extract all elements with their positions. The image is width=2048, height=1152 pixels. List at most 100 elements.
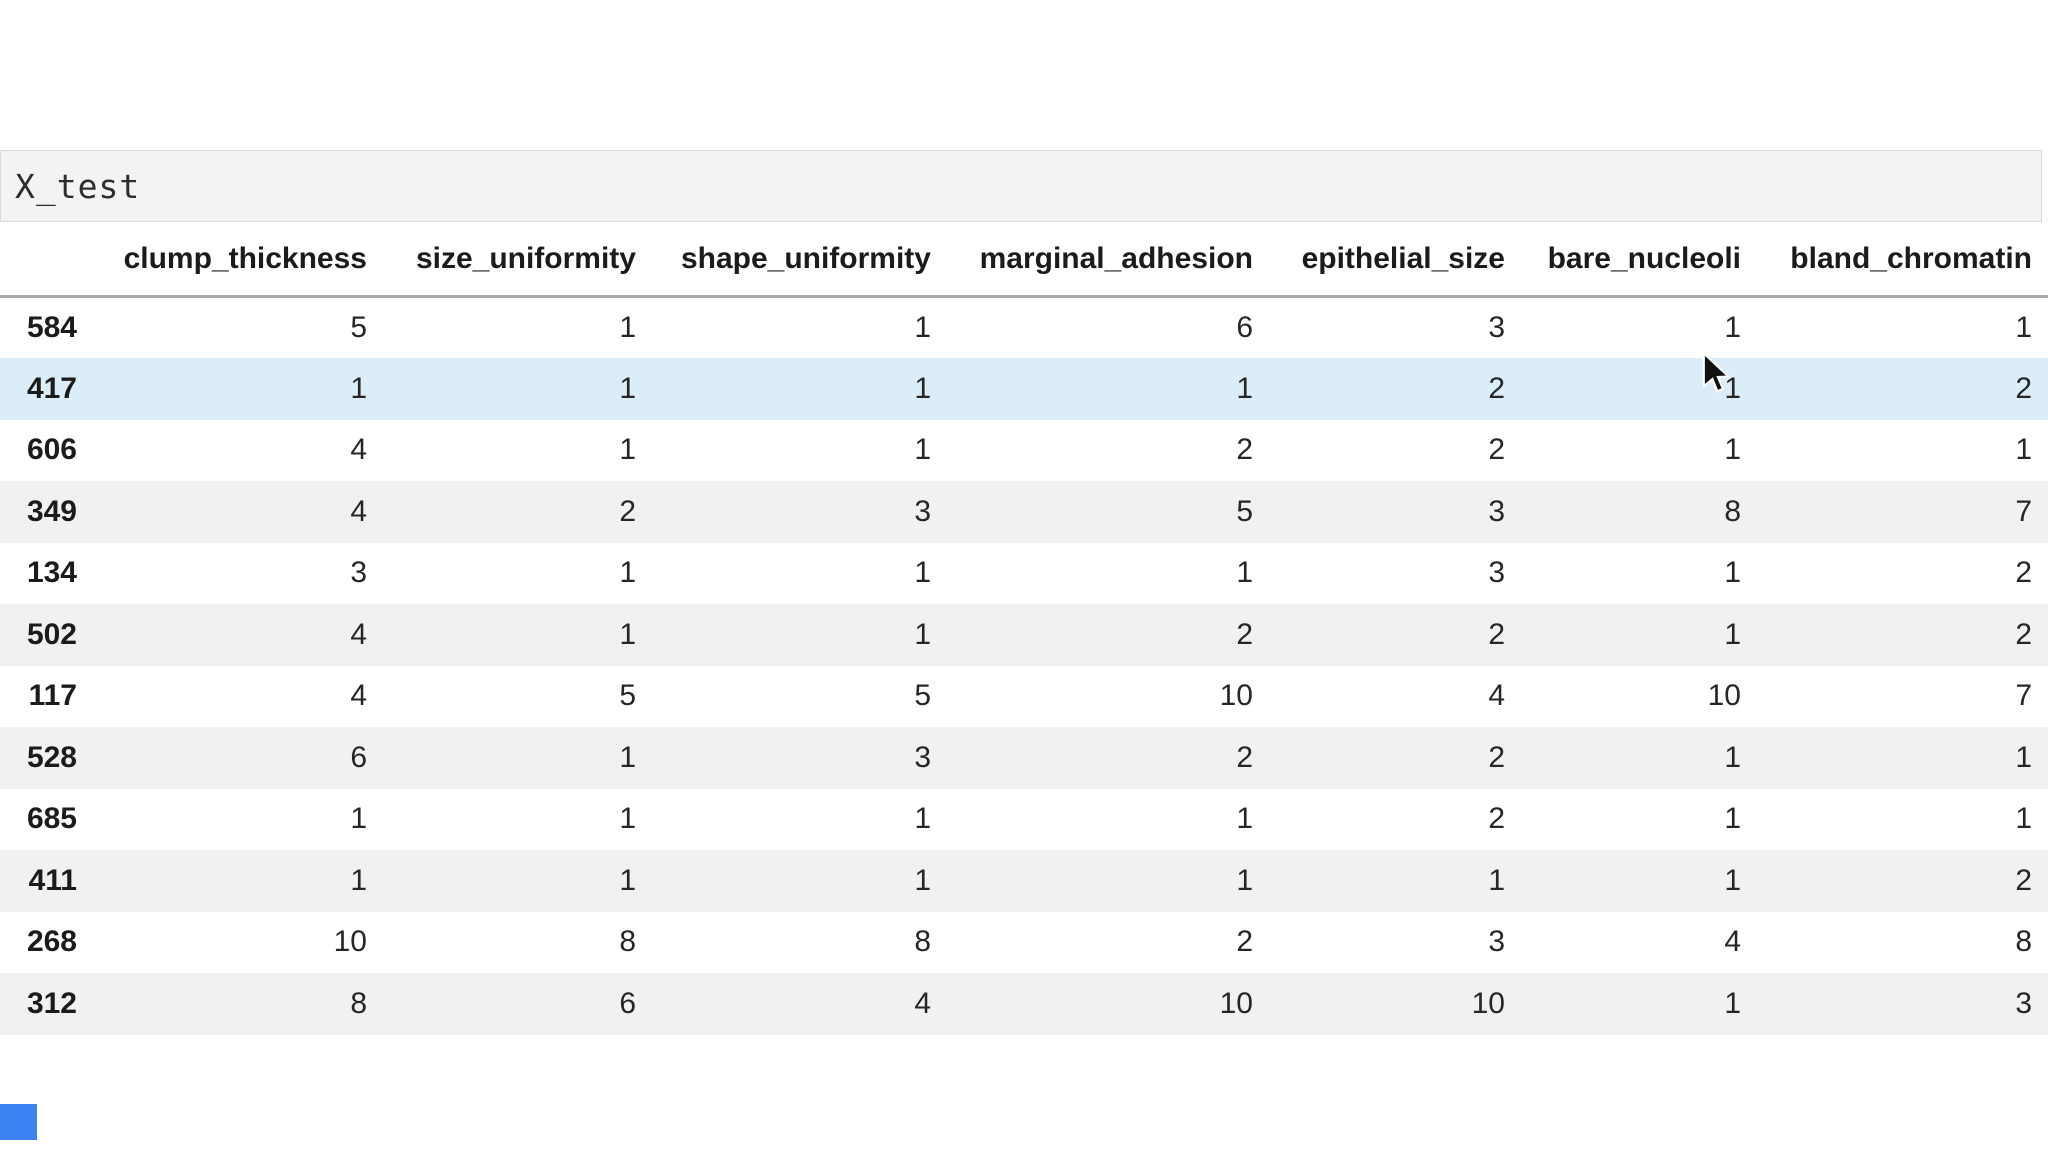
column-header-bland_chromatin[interactable]: bland_chromatin [1757,222,2048,298]
data-cell-349-epithelial_size[interactable]: 3 [1488,494,1505,528]
data-cell-134-size_uniformity[interactable]: 1 [619,556,636,590]
data-cell-411-clump_thickness[interactable]: 1 [350,863,367,897]
data-cell-411-shape_uniformity[interactable]: 1 [914,863,931,897]
data-cell-584-bare_nucleoli[interactable]: 1 [1724,311,1741,344]
data-cell-502-bare_nucleoli[interactable]: 1 [1724,617,1741,651]
data-cell-268-epithelial_size[interactable]: 3 [1488,925,1505,959]
data-cell-584-bland_chromatin[interactable]: 1 [2015,311,2032,344]
data-cell-411-size_uniformity[interactable]: 1 [619,863,636,897]
data-cell-417-size_uniformity[interactable]: 1 [619,371,636,405]
data-cell-312-marginal_adhesion[interactable]: 10 [1219,986,1253,1020]
data-cell-606-size_uniformity[interactable]: 1 [619,433,636,467]
column-header-size_uniformity[interactable]: size_uniformity [383,222,652,298]
data-cell-268-clump_thickness[interactable]: 10 [333,925,367,959]
data-cell-117-size_uniformity[interactable]: 5 [619,679,636,713]
data-cell-584-marginal_adhesion[interactable]: 6 [1236,311,1253,344]
data-cell-528-shape_uniformity[interactable]: 3 [914,740,931,774]
data-cell-606-clump_thickness[interactable]: 4 [350,433,367,467]
data-cell-349-clump_thickness[interactable]: 4 [350,494,367,528]
data-cell-417-clump_thickness[interactable]: 1 [350,371,367,405]
data-cell-502-shape_uniformity[interactable]: 1 [914,617,931,651]
data-cell-312-clump_thickness[interactable]: 8 [350,986,367,1020]
table-row-411[interactable]: 411 1 1 1 1 1 1 2 [0,850,2048,912]
data-cell-685-bland_chromatin[interactable]: 1 [2015,802,2032,836]
table-row-528[interactable]: 528 6 1 3 2 2 1 1 [0,727,2048,789]
table-row-349[interactable]: 349 4 2 3 5 3 8 7 [0,481,2048,543]
data-cell-502-epithelial_size[interactable]: 2 [1488,617,1505,651]
data-cell-685-marginal_adhesion[interactable]: 1 [1236,802,1253,836]
data-cell-117-shape_uniformity[interactable]: 5 [914,679,931,713]
data-cell-606-marginal_adhesion[interactable]: 2 [1236,433,1253,467]
data-cell-411-epithelial_size[interactable]: 1 [1488,863,1505,897]
data-cell-528-size_uniformity[interactable]: 1 [619,740,636,774]
data-cell-685-size_uniformity[interactable]: 1 [619,802,636,836]
data-cell-349-bare_nucleoli[interactable]: 8 [1724,494,1741,528]
data-cell-268-shape_uniformity[interactable]: 8 [914,925,931,959]
data-cell-117-marginal_adhesion[interactable]: 10 [1219,679,1253,713]
data-cell-606-shape_uniformity[interactable]: 1 [914,433,931,467]
data-cell-268-bland_chromatin[interactable]: 8 [2015,925,2032,959]
data-cell-312-bland_chromatin[interactable]: 3 [2015,986,2032,1020]
data-cell-117-bland_chromatin[interactable]: 7 [2015,679,2032,713]
data-cell-502-size_uniformity[interactable]: 1 [619,617,636,651]
data-cell-606-bland_chromatin[interactable]: 1 [2015,433,2032,467]
data-cell-117-epithelial_size[interactable]: 4 [1488,679,1505,713]
column-header-marginal_adhesion[interactable]: marginal_adhesion [947,222,1269,298]
column-header-epithelial_size[interactable]: epithelial_size [1269,222,1521,298]
data-cell-349-size_uniformity[interactable]: 2 [619,494,636,528]
data-cell-411-bare_nucleoli[interactable]: 1 [1724,863,1741,897]
table-row-268[interactable]: 268 10 8 8 2 3 4 8 [0,912,2048,974]
data-cell-134-shape_uniformity[interactable]: 1 [914,556,931,590]
data-cell-502-bland_chromatin[interactable]: 2 [2015,617,2032,651]
data-cell-606-bare_nucleoli[interactable]: 1 [1724,433,1741,467]
data-cell-528-bland_chromatin[interactable]: 1 [2015,740,2032,774]
data-cell-134-epithelial_size[interactable]: 3 [1488,556,1505,590]
column-header-clump_thickness[interactable]: clump_thickness [93,222,383,298]
table-row-584[interactable]: 584 5 1 1 6 3 1 1 [0,297,2048,359]
data-cell-417-bare_nucleoli[interactable]: 1 [1724,371,1741,405]
data-cell-502-marginal_adhesion[interactable]: 2 [1236,617,1253,651]
data-cell-268-marginal_adhesion[interactable]: 2 [1236,925,1253,959]
data-cell-502-clump_thickness[interactable]: 4 [350,617,367,651]
data-cell-268-size_uniformity[interactable]: 8 [619,925,636,959]
data-cell-584-shape_uniformity[interactable]: 1 [914,311,931,344]
data-cell-312-epithelial_size[interactable]: 10 [1471,986,1505,1020]
data-cell-411-bland_chromatin[interactable]: 2 [2015,863,2032,897]
data-cell-584-clump_thickness[interactable]: 5 [350,311,367,344]
table-row-606[interactable]: 606 4 1 1 2 2 1 1 [0,420,2048,482]
column-header-shape_uniformity[interactable]: shape_uniformity [652,222,947,298]
data-cell-134-bland_chromatin[interactable]: 2 [2015,556,2032,590]
data-cell-268-bare_nucleoli[interactable]: 4 [1724,925,1741,959]
data-cell-349-shape_uniformity[interactable]: 3 [914,494,931,528]
data-cell-685-bare_nucleoli[interactable]: 1 [1724,802,1741,836]
data-cell-312-size_uniformity[interactable]: 6 [619,986,636,1020]
data-cell-349-bland_chromatin[interactable]: 7 [2015,494,2032,528]
data-cell-685-clump_thickness[interactable]: 1 [350,802,367,836]
data-cell-117-clump_thickness[interactable]: 4 [350,679,367,713]
table-row-685[interactable]: 685 1 1 1 1 2 1 1 [0,789,2048,851]
data-cell-685-epithelial_size[interactable]: 2 [1488,802,1505,836]
data-cell-584-size_uniformity[interactable]: 1 [619,311,636,344]
data-cell-134-marginal_adhesion[interactable]: 1 [1236,556,1253,590]
table-row-134[interactable]: 134 3 1 1 1 3 1 2 [0,543,2048,605]
data-cell-117-bare_nucleoli[interactable]: 10 [1707,679,1741,713]
table-row-312[interactable]: 312 8 6 4 10 10 1 3 [0,973,2048,1035]
data-cell-417-shape_uniformity[interactable]: 1 [914,371,931,405]
data-cell-528-bare_nucleoli[interactable]: 1 [1724,740,1741,774]
data-cell-417-bland_chromatin[interactable]: 2 [2015,371,2032,405]
data-cell-685-shape_uniformity[interactable]: 1 [914,802,931,836]
data-cell-417-epithelial_size[interactable]: 2 [1488,371,1505,405]
data-cell-349-marginal_adhesion[interactable]: 5 [1236,494,1253,528]
data-cell-528-clump_thickness[interactable]: 6 [350,740,367,774]
data-cell-411-marginal_adhesion[interactable]: 1 [1236,863,1253,897]
data-cell-312-shape_uniformity[interactable]: 4 [914,986,931,1020]
data-cell-134-clump_thickness[interactable]: 3 [350,556,367,590]
data-cell-528-epithelial_size[interactable]: 2 [1488,740,1505,774]
data-cell-417-marginal_adhesion[interactable]: 1 [1236,371,1253,405]
code-cell[interactable]: X_test [0,150,2042,222]
table-row-417[interactable]: 417 1 1 1 1 2 1 2 [0,358,2048,420]
table-row-117[interactable]: 117 4 5 5 10 4 10 7 [0,666,2048,728]
data-cell-134-bare_nucleoli[interactable]: 1 [1724,556,1741,590]
column-header-bare_nucleoli[interactable]: bare_nucleoli [1521,222,1757,298]
data-cell-528-marginal_adhesion[interactable]: 2 [1236,740,1253,774]
